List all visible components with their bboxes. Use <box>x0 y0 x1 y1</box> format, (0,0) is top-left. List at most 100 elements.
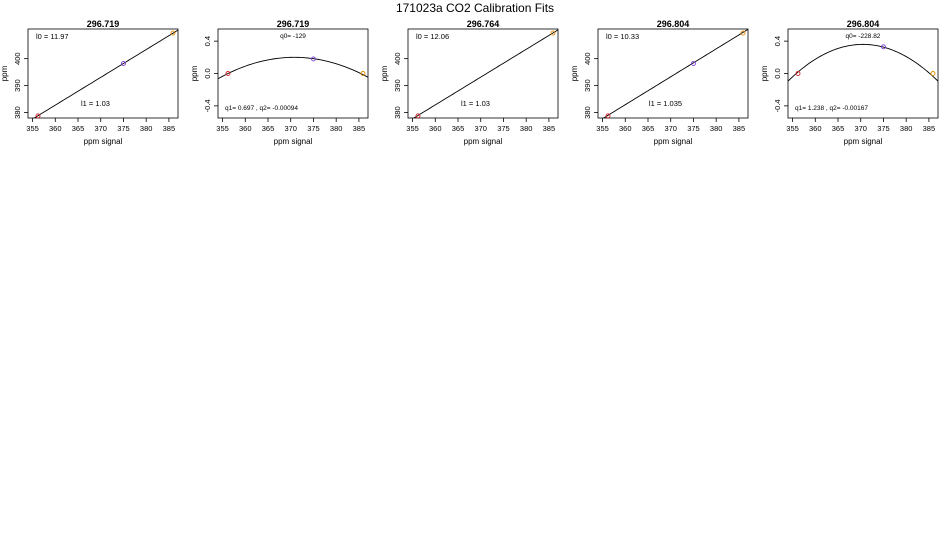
x-tick-label: 365 <box>832 124 845 133</box>
data-point <box>311 56 316 62</box>
y-tick-label: 400 <box>393 52 402 65</box>
x-tick-label: 385 <box>543 124 556 133</box>
calibration-panel-2: 296.719 355 360 365 370 375 380 385 -0.4 0.0 0.4 pp… <box>190 19 369 146</box>
data-point <box>170 30 176 36</box>
x-tick-label: 355 <box>786 124 799 133</box>
fit-annotation: q1= 1.238 , q2= -0.00167 <box>795 105 868 112</box>
x-tick-label: 360 <box>239 124 252 133</box>
y-tick-label: -0.4 <box>773 99 782 112</box>
panel-title: 296.719 <box>277 19 310 29</box>
x-tick-label: 360 <box>49 124 62 133</box>
data-point <box>795 71 801 76</box>
y-axis-label: ppm <box>380 65 389 81</box>
x-tick-label: 355 <box>406 124 419 133</box>
x-tick-label: 385 <box>163 124 176 133</box>
y-axis-label: ppm <box>190 65 199 81</box>
y-tick-label: 380 <box>583 106 592 119</box>
x-tick-label: 375 <box>117 124 130 133</box>
x-tick-label: 385 <box>923 124 936 133</box>
y-axis-label: ppm <box>0 65 9 81</box>
page-title: 171023a CO2 Calibration Fits <box>395 1 555 15</box>
x-axis-label: ppm signal <box>274 137 313 146</box>
fit-curve <box>788 43 938 82</box>
fit-annotation: l1 = 1.03 <box>461 99 490 108</box>
x-tick-label: 355 <box>596 124 609 133</box>
x-axis-label: ppm signal <box>844 137 883 146</box>
y-axis-label: ppm <box>760 65 769 81</box>
fit-annotation: l1 = 1.03 <box>81 99 110 108</box>
data-point <box>360 71 366 76</box>
x-tick-label: 365 <box>452 124 465 133</box>
x-tick-label: 360 <box>619 124 632 133</box>
panel-title: 296.764 <box>467 19 500 29</box>
y-tick-label: 400 <box>583 52 592 65</box>
y-tick-label: -0.4 <box>203 99 212 112</box>
fit-annotation: q0= -228.82 <box>846 33 881 40</box>
panel-title: 296.804 <box>657 19 690 29</box>
fit-annotation: q1= 0.697 , q2= -0.00094 <box>225 105 298 112</box>
x-tick-label: 385 <box>733 124 746 133</box>
fit-annotation: l0 = 12.06 <box>416 32 449 41</box>
plot-frame <box>597 28 749 119</box>
data-point <box>550 30 556 36</box>
y-tick-label: 380 <box>13 106 22 119</box>
y-tick-label: 380 <box>393 106 402 119</box>
x-tick-label: 385 <box>353 124 366 133</box>
fit-annotation: q0= -129 <box>280 33 306 40</box>
x-tick-label: 365 <box>642 124 655 133</box>
plot-frame <box>27 28 179 119</box>
calibration-panel-5: 296.804 355 360 365 370 375 380 385 -0.4 0.0 0.4 pp… <box>760 19 939 146</box>
y-tick-label: 0.0 <box>773 68 782 78</box>
x-tick-label: 355 <box>26 124 39 133</box>
y-tick-label: 0.0 <box>203 68 212 78</box>
x-tick-label: 370 <box>854 124 867 133</box>
data-point <box>691 61 696 66</box>
x-tick-label: 375 <box>687 124 700 133</box>
x-tick-label: 370 <box>94 124 107 133</box>
calibration-panel-1: 296.719 355 360 365 370 375 380 385 380 390 400 ppm… <box>0 19 179 146</box>
data-point <box>225 71 231 76</box>
x-tick-label: 370 <box>664 124 677 133</box>
calibration-panel-4: 296.804 355 360 365 370 375 380 385 380 390 400 ppm… <box>570 19 749 146</box>
x-axis-label: ppm signal <box>84 137 123 146</box>
data-point <box>605 113 611 119</box>
y-tick-label: 390 <box>583 79 592 92</box>
x-tick-label: 375 <box>307 124 320 133</box>
panel-title: 296.804 <box>847 19 880 29</box>
data-point <box>881 44 886 50</box>
x-tick-label: 370 <box>284 124 297 133</box>
y-tick-label: 0.4 <box>773 36 782 46</box>
fit-curve <box>218 56 368 80</box>
x-tick-label: 380 <box>330 124 343 133</box>
data-point <box>415 113 421 119</box>
x-tick-label: 375 <box>497 124 510 133</box>
plot-frame <box>407 28 559 119</box>
x-tick-label: 365 <box>262 124 275 133</box>
y-tick-label: 390 <box>393 79 402 92</box>
x-tick-label: 380 <box>900 124 913 133</box>
x-tick-label: 360 <box>429 124 442 133</box>
y-tick-label: 0.4 <box>203 36 212 46</box>
x-tick-label: 380 <box>520 124 533 133</box>
x-axis-label: ppm signal <box>654 137 693 146</box>
fit-curve <box>602 29 748 118</box>
fit-curve <box>33 29 178 118</box>
x-tick-label: 380 <box>140 124 153 133</box>
fit-curve <box>412 29 558 118</box>
fit-annotation: l0 = 11.97 <box>36 32 69 41</box>
x-tick-label: 355 <box>216 124 229 133</box>
x-tick-label: 365 <box>72 124 85 133</box>
fit-annotation: l0 = 10.33 <box>606 32 639 41</box>
x-tick-label: 360 <box>809 124 822 133</box>
y-axis-label: ppm <box>570 65 579 81</box>
panel-title: 296.719 <box>87 19 120 29</box>
x-tick-label: 370 <box>474 124 487 133</box>
calibration-panel-3: 296.764 355 360 365 370 375 380 385 380 390 400 ppm… <box>380 19 559 146</box>
data-point <box>930 71 936 76</box>
x-tick-label: 375 <box>877 124 890 133</box>
x-axis-label: ppm signal <box>464 137 503 146</box>
fit-annotation: l1 = 1.035 <box>649 99 682 108</box>
data-point <box>35 113 41 119</box>
data-point <box>740 30 746 36</box>
data-point <box>121 61 126 66</box>
